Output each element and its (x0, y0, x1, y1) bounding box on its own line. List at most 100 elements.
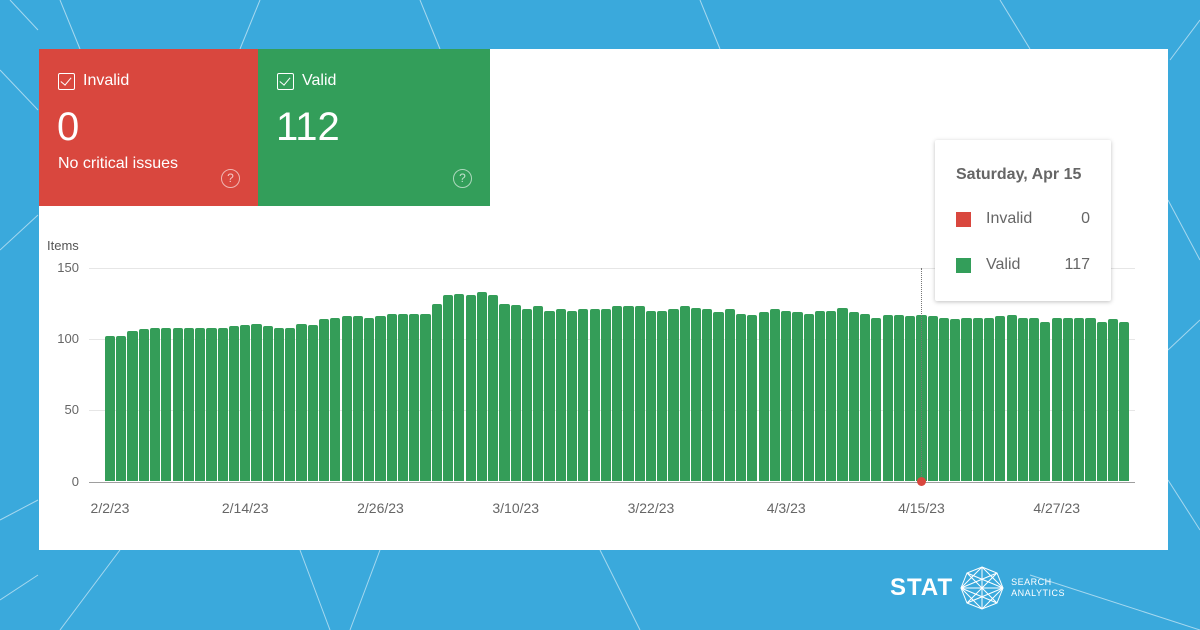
bar-valid[interactable] (217, 327, 228, 482)
bar-valid[interactable] (826, 310, 837, 482)
bar-valid[interactable] (713, 312, 724, 482)
tooltip-label: Valid (986, 256, 1021, 273)
bar-valid[interactable] (871, 317, 882, 482)
bar-valid[interactable] (747, 314, 758, 482)
bar-valid[interactable] (882, 314, 893, 482)
bar-valid[interactable] (1029, 317, 1040, 482)
bar-valid[interactable] (397, 313, 409, 482)
bar-valid[interactable] (409, 313, 420, 482)
bar-valid[interactable] (848, 312, 859, 482)
bar-valid[interactable] (905, 316, 916, 482)
bar-valid[interactable] (916, 314, 927, 482)
bar-valid[interactable] (724, 309, 735, 482)
bar-valid[interactable] (364, 317, 375, 482)
bar-valid[interactable] (116, 336, 127, 482)
bar-valid[interactable] (1062, 317, 1074, 482)
bar-valid[interactable] (544, 310, 555, 482)
checkbox-checked-icon[interactable] (58, 72, 75, 90)
bar-valid[interactable] (1006, 314, 1017, 482)
bar-valid[interactable] (138, 329, 149, 482)
bar-valid[interactable] (1040, 322, 1051, 482)
bar-valid[interactable] (431, 303, 442, 482)
bar-valid[interactable] (1107, 319, 1119, 482)
bar-valid[interactable] (521, 309, 533, 482)
bar-valid[interactable] (623, 306, 634, 482)
bar-valid[interactable] (1096, 322, 1107, 482)
bar-valid[interactable] (803, 313, 814, 482)
bar-valid[interactable] (296, 323, 307, 482)
bar-valid[interactable] (465, 295, 476, 482)
bar-valid[interactable] (499, 303, 510, 482)
bar-valid[interactable] (961, 317, 972, 482)
bar-valid[interactable] (127, 330, 138, 482)
bar-valid[interactable] (228, 326, 240, 482)
bar-valid[interactable] (702, 309, 713, 482)
bar-valid[interactable] (273, 327, 285, 482)
bar-valid[interactable] (251, 323, 262, 482)
checkbox-checked-icon[interactable] (277, 72, 294, 90)
bar-valid[interactable] (206, 327, 217, 482)
bar-valid[interactable] (510, 305, 521, 482)
bar-valid[interactable] (645, 310, 657, 482)
bar-valid[interactable] (262, 326, 273, 482)
bar-valid[interactable] (195, 327, 206, 482)
bar-valid[interactable] (600, 309, 611, 482)
bar-valid[interactable] (183, 327, 194, 482)
bar-valid[interactable] (1119, 322, 1130, 482)
bar-valid[interactable] (240, 324, 251, 482)
bar-valid[interactable] (950, 319, 961, 482)
bar-valid[interactable] (758, 312, 769, 482)
bar-valid[interactable] (104, 336, 116, 482)
bar-valid[interactable] (769, 309, 781, 482)
help-circle-icon[interactable]: ? (453, 169, 472, 188)
bar-valid[interactable] (690, 307, 702, 482)
bar-valid[interactable] (792, 312, 803, 482)
bar-valid[interactable] (859, 313, 871, 482)
bar-valid[interactable] (589, 309, 600, 482)
bar-valid[interactable] (555, 309, 566, 482)
bar-valid[interactable] (668, 309, 679, 482)
bar-valid[interactable] (1051, 317, 1062, 482)
bar-valid[interactable] (657, 310, 668, 482)
bar-valid[interactable] (983, 317, 995, 482)
bar-valid[interactable] (814, 310, 826, 482)
valid-card[interactable]: Valid 112 ? (258, 49, 490, 206)
bar-valid[interactable] (375, 316, 386, 482)
bar-valid[interactable] (420, 313, 431, 482)
valid-toggle[interactable]: Valid (277, 72, 336, 90)
help-circle-icon[interactable]: ? (221, 169, 240, 188)
bar-valid[interactable] (995, 316, 1006, 482)
bar-valid[interactable] (533, 306, 544, 482)
bar-valid[interactable] (679, 306, 690, 482)
bar-valid[interactable] (285, 327, 296, 482)
bar-valid[interactable] (837, 307, 848, 482)
bar-valid[interactable] (736, 313, 747, 482)
bar-valid[interactable] (927, 316, 938, 482)
bar-valid[interactable] (1074, 317, 1085, 482)
bar-valid[interactable] (488, 295, 499, 482)
bar-valid[interactable] (307, 324, 318, 482)
bar-valid[interactable] (330, 317, 341, 482)
bar-valid[interactable] (893, 314, 904, 482)
bar-valid[interactable] (1085, 317, 1096, 482)
bar-valid[interactable] (578, 309, 589, 482)
bar-valid[interactable] (612, 306, 623, 482)
invalid-toggle[interactable]: Invalid (58, 72, 129, 90)
bar-valid[interactable] (1017, 317, 1028, 482)
bar-valid[interactable] (161, 327, 172, 482)
invalid-card[interactable]: Invalid 0 No critical issues ? (39, 49, 258, 206)
bar-valid[interactable] (781, 310, 792, 482)
bar-valid[interactable] (319, 319, 330, 482)
bar-valid[interactable] (972, 317, 983, 482)
bar-valid[interactable] (341, 316, 352, 482)
bar-valid[interactable] (634, 306, 645, 482)
bar-valid[interactable] (454, 293, 465, 482)
bar-valid[interactable] (476, 292, 487, 482)
bar-valid[interactable] (352, 316, 364, 482)
bar-valid[interactable] (443, 295, 454, 482)
bar-valid[interactable] (938, 317, 950, 482)
bar-valid[interactable] (149, 327, 161, 482)
bar-valid[interactable] (566, 310, 578, 482)
bar-valid[interactable] (172, 327, 183, 482)
bar-valid[interactable] (386, 313, 397, 482)
